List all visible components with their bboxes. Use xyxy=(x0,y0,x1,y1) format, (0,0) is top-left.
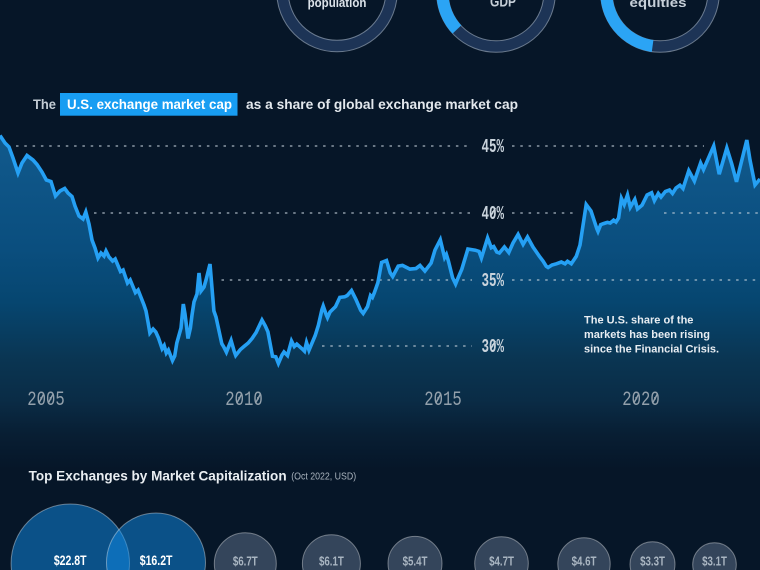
svg-text:35%: 35% xyxy=(482,271,505,292)
svg-text:GDP: GDP xyxy=(490,0,516,10)
svg-text:$3.3T: $3.3T xyxy=(640,555,665,569)
svg-text:$6.1T: $6.1T xyxy=(319,555,344,569)
svg-text:$16.2T: $16.2T xyxy=(140,553,173,569)
svg-text:as a share of global exchange: as a share of global exchange market cap xyxy=(246,97,518,112)
svg-text:30%: 30% xyxy=(482,337,505,358)
svg-text:markets has been rising: markets has been rising xyxy=(584,329,710,341)
svg-text:$3.1T: $3.1T xyxy=(702,555,727,569)
svg-text:since the Financial Crisis.: since the Financial Crisis. xyxy=(584,344,719,356)
svg-text:population: population xyxy=(308,0,367,10)
svg-text:$6.7T: $6.7T xyxy=(233,555,258,569)
svg-text:$22.8T: $22.8T xyxy=(54,553,87,569)
svg-text:$4.7T: $4.7T xyxy=(489,555,514,569)
svg-text:45%: 45% xyxy=(482,137,505,158)
svg-text:40%: 40% xyxy=(482,204,505,225)
svg-text:Top Exchanges by Market Capita: Top Exchanges by Market Capitalization xyxy=(29,468,287,484)
svg-text:2020: 2020 xyxy=(622,389,659,411)
svg-text:2015: 2015 xyxy=(424,389,461,411)
svg-text:The U.S. share of the: The U.S. share of the xyxy=(584,315,693,327)
svg-text:$4.6T: $4.6T xyxy=(572,555,597,569)
svg-text:2010: 2010 xyxy=(225,389,262,411)
svg-text:(Oct 2022, USD): (Oct 2022, USD) xyxy=(291,472,356,483)
svg-text:U.S. exchange market cap: U.S. exchange market cap xyxy=(67,97,232,112)
svg-text:equities: equities xyxy=(629,0,686,10)
svg-text:$5.4T: $5.4T xyxy=(403,555,428,569)
svg-text:2005: 2005 xyxy=(27,389,64,411)
svg-text:The: The xyxy=(33,97,56,112)
